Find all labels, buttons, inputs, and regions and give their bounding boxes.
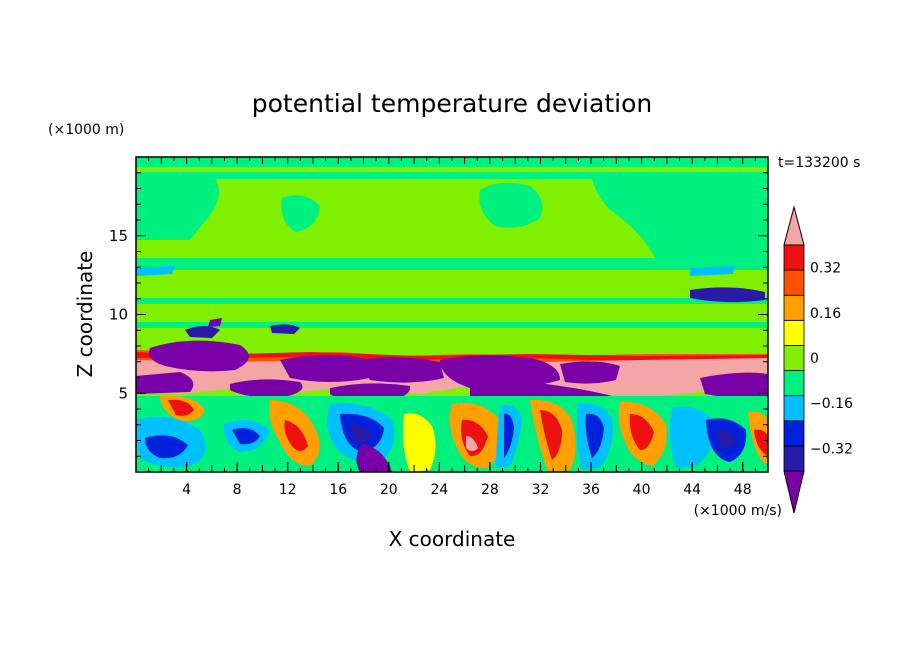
colorbar-box xyxy=(783,345,805,371)
y-tick-label: 10 xyxy=(109,306,128,324)
field-patch xyxy=(280,355,370,382)
x-axis-label: X coordinate xyxy=(389,527,516,551)
y-axis: 5 10 15 xyxy=(109,172,768,457)
y-axis-label: Z coordinate xyxy=(73,251,97,378)
x-tick-label: 36 xyxy=(582,482,600,498)
x-tick-label: 32 xyxy=(532,482,550,498)
colorbar: −0.32 −0.16 0 0.16 0.32 xyxy=(783,205,853,514)
field-patch xyxy=(136,178,219,240)
field-band xyxy=(136,258,768,270)
field-patch xyxy=(284,420,308,451)
colorbar-extend-bottom xyxy=(783,470,805,514)
x-tick-label: 28 xyxy=(481,482,499,498)
x-unit-label: (×1000 m/s) xyxy=(694,503,782,519)
field-patch xyxy=(479,182,543,228)
colorbar-tick-label: 0.32 xyxy=(810,261,841,277)
field-patch xyxy=(270,324,300,334)
field-patch xyxy=(540,410,562,460)
colorbar-box xyxy=(783,445,805,472)
field-patch xyxy=(402,413,436,472)
field-layer-warm xyxy=(136,352,768,361)
field-patch xyxy=(585,413,604,458)
field-patch xyxy=(356,444,392,472)
colorbar-box xyxy=(783,319,805,346)
x-tick-label: 24 xyxy=(430,482,448,498)
colorbar-box xyxy=(783,370,805,397)
field-patch xyxy=(466,436,478,451)
colorbar-tick-label: 0.16 xyxy=(810,306,841,322)
field-patch xyxy=(700,372,768,398)
x-tick-label: 4 xyxy=(182,482,191,498)
colorbar-tick-label: 0 xyxy=(810,351,819,367)
x-tick-label: 40 xyxy=(633,482,651,498)
x-tick-label: 44 xyxy=(683,482,701,498)
y-tick-label: 5 xyxy=(118,384,128,402)
field-patch xyxy=(208,318,222,327)
field-patch xyxy=(716,429,736,449)
field-patch xyxy=(629,414,654,450)
field-band xyxy=(136,172,768,179)
field-patch xyxy=(754,429,768,456)
field-patch xyxy=(690,287,765,303)
field-patch xyxy=(440,355,560,389)
colorbar-tick-label: −0.32 xyxy=(810,441,853,457)
colorbar-box xyxy=(783,294,805,321)
colorbar-box xyxy=(783,420,805,447)
time-label: t=133200 s xyxy=(778,155,860,171)
y-tick-label: 15 xyxy=(109,227,128,245)
x-tick-label: 48 xyxy=(734,482,752,498)
y-unit-label: (×1000 m) xyxy=(48,122,124,138)
colorbar-box xyxy=(783,395,805,422)
x-axis: 4 8 12 16 20 24 28 32 36 40 44 48 xyxy=(148,157,756,498)
field-patch xyxy=(504,413,514,458)
chart-title: potential temperature deviation xyxy=(252,89,652,118)
colorbar-box xyxy=(783,269,805,296)
field-patch xyxy=(168,399,194,416)
colorbar-box xyxy=(783,244,805,271)
field-patch xyxy=(690,266,735,276)
field-patch xyxy=(149,340,249,372)
field-band xyxy=(136,322,768,328)
field-patch xyxy=(136,266,175,276)
x-tick-label: 20 xyxy=(380,482,398,498)
field-band xyxy=(136,298,768,304)
field-patch xyxy=(136,372,194,394)
field-patch xyxy=(560,361,620,384)
field-patch xyxy=(145,435,188,459)
field-patch xyxy=(350,424,372,444)
x-tick-label: 12 xyxy=(279,482,297,498)
field-patch xyxy=(232,428,260,445)
field-patch xyxy=(185,326,220,338)
field-patch xyxy=(590,172,768,258)
field-patch xyxy=(281,195,320,232)
field-layer xyxy=(136,157,768,472)
x-tick-label: 8 xyxy=(233,482,242,498)
x-tick-label: 16 xyxy=(329,482,347,498)
field-patch xyxy=(669,406,716,468)
field-patch xyxy=(230,379,303,398)
field-top-strip xyxy=(136,157,768,167)
colorbar-tick-label: −0.16 xyxy=(810,396,853,412)
field-patch xyxy=(360,357,444,383)
colorbar-extend-top xyxy=(783,205,805,246)
